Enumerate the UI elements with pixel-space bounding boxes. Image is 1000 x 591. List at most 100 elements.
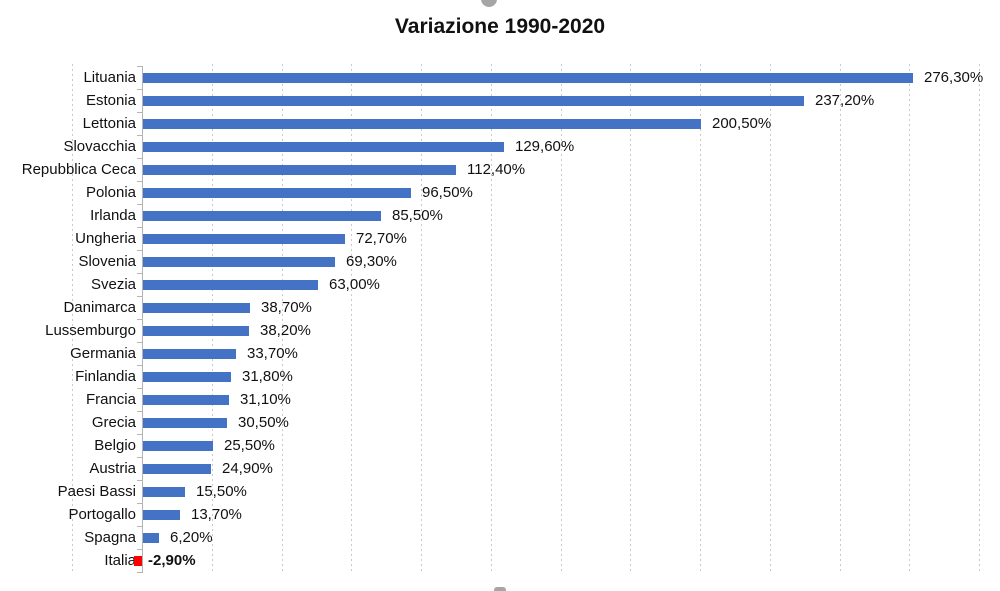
- bar[interactable]: [142, 73, 913, 83]
- value-label: 31,80%: [242, 368, 293, 385]
- value-label: 38,20%: [260, 322, 311, 339]
- value-label: 25,50%: [224, 437, 275, 454]
- axis-tick: [137, 204, 143, 205]
- gridline: [351, 64, 352, 572]
- axis-tick: [137, 158, 143, 159]
- axis-tick: [137, 434, 143, 435]
- axis-tick: [137, 319, 143, 320]
- value-label: 200,50%: [712, 115, 772, 132]
- value-label: 129,60%: [515, 138, 575, 155]
- axis-tick: [137, 549, 143, 550]
- bar[interactable]: [142, 395, 229, 405]
- bar[interactable]: [142, 234, 345, 244]
- axis-tick: [137, 503, 143, 504]
- axis-tick: [137, 112, 143, 113]
- selection-handle-bottom[interactable]: [494, 587, 506, 591]
- bar[interactable]: [142, 372, 231, 382]
- bar[interactable]: [142, 280, 318, 290]
- category-label: Polonia: [85, 184, 136, 201]
- category-label: Germania: [70, 345, 136, 362]
- axis-tick: [137, 388, 143, 389]
- value-label: 13,70%: [191, 506, 242, 523]
- category-label: Slovenia: [78, 253, 136, 270]
- axis-tick: [137, 572, 143, 573]
- value-label: 24,90%: [222, 460, 273, 477]
- gridline: [840, 64, 841, 572]
- gridline: [561, 64, 562, 572]
- category-label: Italia: [104, 552, 136, 569]
- value-label: 6,20%: [170, 529, 213, 546]
- axis-tick: [137, 457, 143, 458]
- bar[interactable]: [142, 326, 249, 336]
- gridline: [282, 64, 283, 572]
- gridline: [770, 64, 771, 572]
- axis-tick: [137, 66, 143, 67]
- axis-tick: [137, 342, 143, 343]
- bar[interactable]: [142, 211, 381, 221]
- gridline: [421, 64, 422, 572]
- category-label: Belgio: [94, 437, 136, 454]
- value-label: 85,50%: [392, 207, 443, 224]
- axis-tick: [137, 227, 143, 228]
- category-label: Lussemburgo: [45, 322, 136, 339]
- category-label: Grecia: [91, 414, 136, 431]
- axis-tick: [137, 526, 143, 527]
- axis-tick: [137, 89, 143, 90]
- category-label: Francia: [85, 391, 136, 408]
- axis-tick: [137, 296, 143, 297]
- bar[interactable]: [142, 441, 213, 451]
- category-label: Finlandia: [75, 368, 136, 385]
- axis-tick: [137, 365, 143, 366]
- axis-tick: [137, 480, 143, 481]
- bar[interactable]: [142, 418, 227, 428]
- bar[interactable]: [142, 142, 504, 152]
- axis-tick: [137, 181, 143, 182]
- category-label: Svezia: [90, 276, 136, 293]
- category-label: Danimarca: [63, 299, 136, 316]
- value-label: 38,70%: [261, 299, 312, 316]
- value-label: 96,50%: [422, 184, 473, 201]
- gridline: [491, 64, 492, 572]
- gridline: [72, 64, 73, 572]
- category-label: Irlanda: [90, 207, 136, 224]
- category-label: Austria: [89, 460, 136, 477]
- value-label: 112,40%: [467, 161, 526, 178]
- gridline: [630, 64, 631, 572]
- bar[interactable]: [142, 119, 701, 129]
- selection-handle-top[interactable]: [481, 0, 497, 7]
- bar[interactable]: [142, 165, 456, 175]
- bar[interactable]: [142, 349, 236, 359]
- bar[interactable]: [142, 487, 185, 497]
- gridline: [979, 64, 980, 572]
- gridline: [212, 64, 213, 572]
- category-label: Lituania: [83, 69, 136, 86]
- bar[interactable]: [142, 188, 411, 198]
- category-label: Spagna: [84, 529, 136, 546]
- bar[interactable]: [142, 96, 804, 106]
- axis-tick: [137, 273, 143, 274]
- category-label: Lettonia: [82, 115, 136, 132]
- bar[interactable]: [142, 303, 250, 313]
- axis-tick: [137, 411, 143, 412]
- bar[interactable]: [142, 257, 335, 267]
- value-label: -2,90%: [148, 552, 196, 569]
- axis-tick: [137, 250, 143, 251]
- category-label: Paesi Bassi: [57, 483, 136, 500]
- axis-tick: [137, 135, 143, 136]
- category-label: Portogallo: [68, 506, 136, 523]
- value-label: 33,70%: [247, 345, 298, 362]
- value-label: 237,20%: [815, 92, 875, 109]
- value-label: 63,00%: [329, 276, 380, 293]
- category-label: Repubblica Ceca: [21, 161, 136, 178]
- bar[interactable]: [142, 464, 211, 474]
- category-label: Ungheria: [75, 230, 136, 247]
- gridline: [909, 64, 910, 572]
- value-label: 15,50%: [196, 483, 247, 500]
- bar[interactable]: [142, 510, 180, 520]
- gridline: [700, 64, 701, 572]
- bar[interactable]: [134, 556, 142, 566]
- value-label: 30,50%: [238, 414, 289, 431]
- category-label: Slovacchia: [63, 138, 136, 155]
- bar[interactable]: [142, 533, 159, 543]
